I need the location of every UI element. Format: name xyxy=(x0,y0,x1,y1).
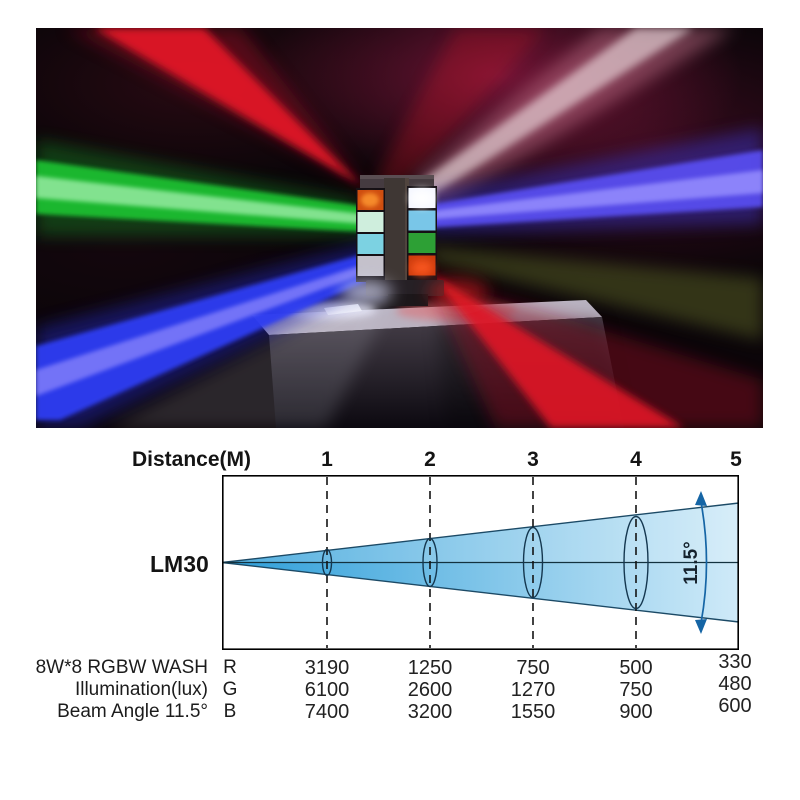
left-cell-4 xyxy=(357,256,384,276)
row-caption-wash: 8W*8 RGBW WASH xyxy=(35,657,208,678)
angle-arrow xyxy=(700,501,708,624)
r-value-4m: 500 xyxy=(619,657,653,679)
fixture-stem xyxy=(388,294,428,306)
base-red-glow xyxy=(428,278,488,306)
beam-red-lower-right-glow xyxy=(418,256,763,428)
beam-angle-text: 11.5° xyxy=(681,541,702,585)
left-cell-2 xyxy=(357,212,384,232)
photo-art xyxy=(36,28,763,428)
g-value-2m: 2600 xyxy=(407,679,453,701)
diagram-border xyxy=(222,475,739,650)
fixture-left-head xyxy=(356,188,385,282)
right-cell-1-glow xyxy=(410,189,434,207)
r-value-1m: 3190 xyxy=(304,657,350,679)
beam-pink-upper-right-glow xyxy=(414,28,736,208)
beam-red-lower-right xyxy=(422,262,684,428)
beam-red-upper-right xyxy=(374,28,546,200)
lower-beams xyxy=(36,238,763,428)
r-value-5m: 330 xyxy=(718,651,752,673)
angle-arrowhead-bottom xyxy=(695,619,707,634)
g-value-1m: 6100 xyxy=(304,679,350,701)
distance-tick-4: 4 xyxy=(630,448,642,471)
beam-white-upper-right xyxy=(418,28,694,198)
distance-tick-3: 3 xyxy=(527,448,539,471)
lens-ellipse-1m xyxy=(321,548,333,577)
left-cell-3 xyxy=(357,234,384,254)
channel-g: G xyxy=(222,679,238,700)
right-cell-4-glow xyxy=(411,260,433,276)
right-cell-2 xyxy=(408,210,436,231)
product-photo xyxy=(36,28,763,428)
b-value-1m: 7400 xyxy=(304,701,350,723)
g-value-3m: 1270 xyxy=(510,679,556,701)
lens-ellipse-4m xyxy=(623,515,649,610)
beam-blue-right-core xyxy=(422,170,763,220)
left-cell-1-glow xyxy=(361,193,379,207)
light-fixture xyxy=(340,175,488,306)
beam-angle-diagram xyxy=(222,475,739,650)
fixture-pillar xyxy=(384,178,409,294)
beam-angle-value: 11.5° xyxy=(663,534,721,592)
g-value-5m: 480 xyxy=(718,673,752,695)
distance-tick-1: 1 xyxy=(321,448,333,471)
base-white-glow xyxy=(340,280,392,304)
b-value-2m: 3200 xyxy=(407,701,453,723)
right-cell-3 xyxy=(408,233,436,253)
lens-ellipse-3m xyxy=(522,526,544,599)
fixture-cap-highlight xyxy=(360,175,434,179)
fixture-model-label: LM30 xyxy=(150,551,209,577)
angle-arrowhead-top xyxy=(695,491,707,506)
beam-red-upper-left xyxy=(94,28,380,204)
channel-r: R xyxy=(223,657,237,678)
lens-ellipse-2m xyxy=(422,537,438,588)
beam-white-lower-left xyxy=(106,282,394,428)
distance-tick-2: 2 xyxy=(424,448,436,471)
row-caption-beam-angle: Beam Angle 11.5° xyxy=(57,701,208,722)
row-caption-illumination: Illumination(lux) xyxy=(74,679,208,700)
r-value-2m: 1250 xyxy=(407,657,453,679)
channel-b: B xyxy=(223,701,237,722)
b-value-5m: 600 xyxy=(718,695,752,717)
beam-olive-right xyxy=(426,246,763,340)
r-value-3m: 750 xyxy=(516,657,550,679)
distance-tick-5: 5 xyxy=(730,448,742,471)
fixture-right-head xyxy=(407,186,437,282)
beam-green-left-core xyxy=(36,176,364,224)
g-value-4m: 750 xyxy=(619,679,653,701)
upper-beams xyxy=(36,28,763,340)
cone-top-edge xyxy=(222,502,739,564)
beam-blue-lower-left-core xyxy=(36,254,400,396)
distance-axis-label: Distance(M) xyxy=(132,448,252,471)
b-value-4m: 900 xyxy=(619,701,653,723)
b-value-3m: 1550 xyxy=(510,701,556,723)
cone-bottom-edge xyxy=(222,561,739,623)
